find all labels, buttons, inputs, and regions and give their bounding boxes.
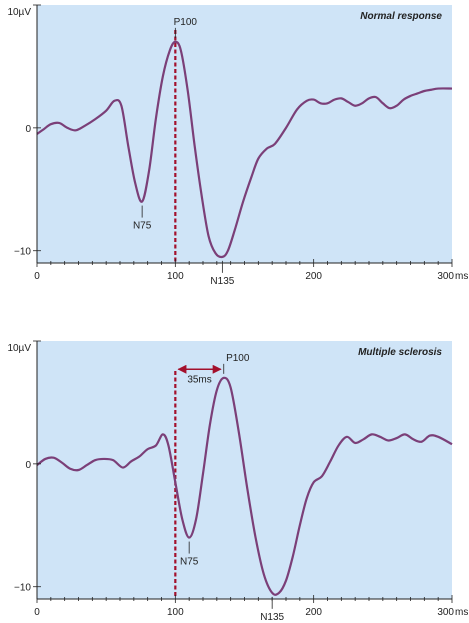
plot-background [37,5,452,263]
panel-multiple-sclerosis: Multiple sclerosis 0 100 200 300 10µV 0 −10 m… [7,340,468,623]
y-tick-label: 10µV [7,7,31,18]
peak-label: P100 [226,353,250,364]
x-tick-label: 200 [305,607,322,618]
x-tick-label: 300 [437,607,454,618]
x-tick-label: 200 [305,271,322,282]
x-tick-label: 0 [34,607,40,618]
peak-label: P100 [174,17,198,28]
y-tick-label: −10 [14,247,31,258]
y-tick-label: −10 [14,583,31,594]
y-tick-label: 10µV [7,343,31,354]
peak-label: N135 [210,276,234,287]
peak-label: N75 [180,557,199,568]
y-tick-label: 0 [25,460,31,471]
x-tick-label: 100 [167,271,184,282]
x-tick-label: 0 [34,271,40,282]
x-tick-label: 300 [437,271,454,282]
y-tick-label: 0 [25,124,31,135]
x-axis-unit: ms [455,607,468,618]
panel-title: Multiple sclerosis [358,347,442,358]
x-axis-unit: ms [455,271,468,282]
panel-title: Normal response [360,11,442,22]
latency-delay-label: 35ms [187,374,211,385]
x-tick-label: 100 [167,607,184,618]
peak-label: N135 [260,612,284,623]
panel-normal-response: Normal response 0 100 200 300 10µV 0 −10 ms P… [7,4,468,287]
waveform-line [36,40,453,259]
peak-label: N75 [133,221,152,232]
waveform-line [36,376,453,596]
